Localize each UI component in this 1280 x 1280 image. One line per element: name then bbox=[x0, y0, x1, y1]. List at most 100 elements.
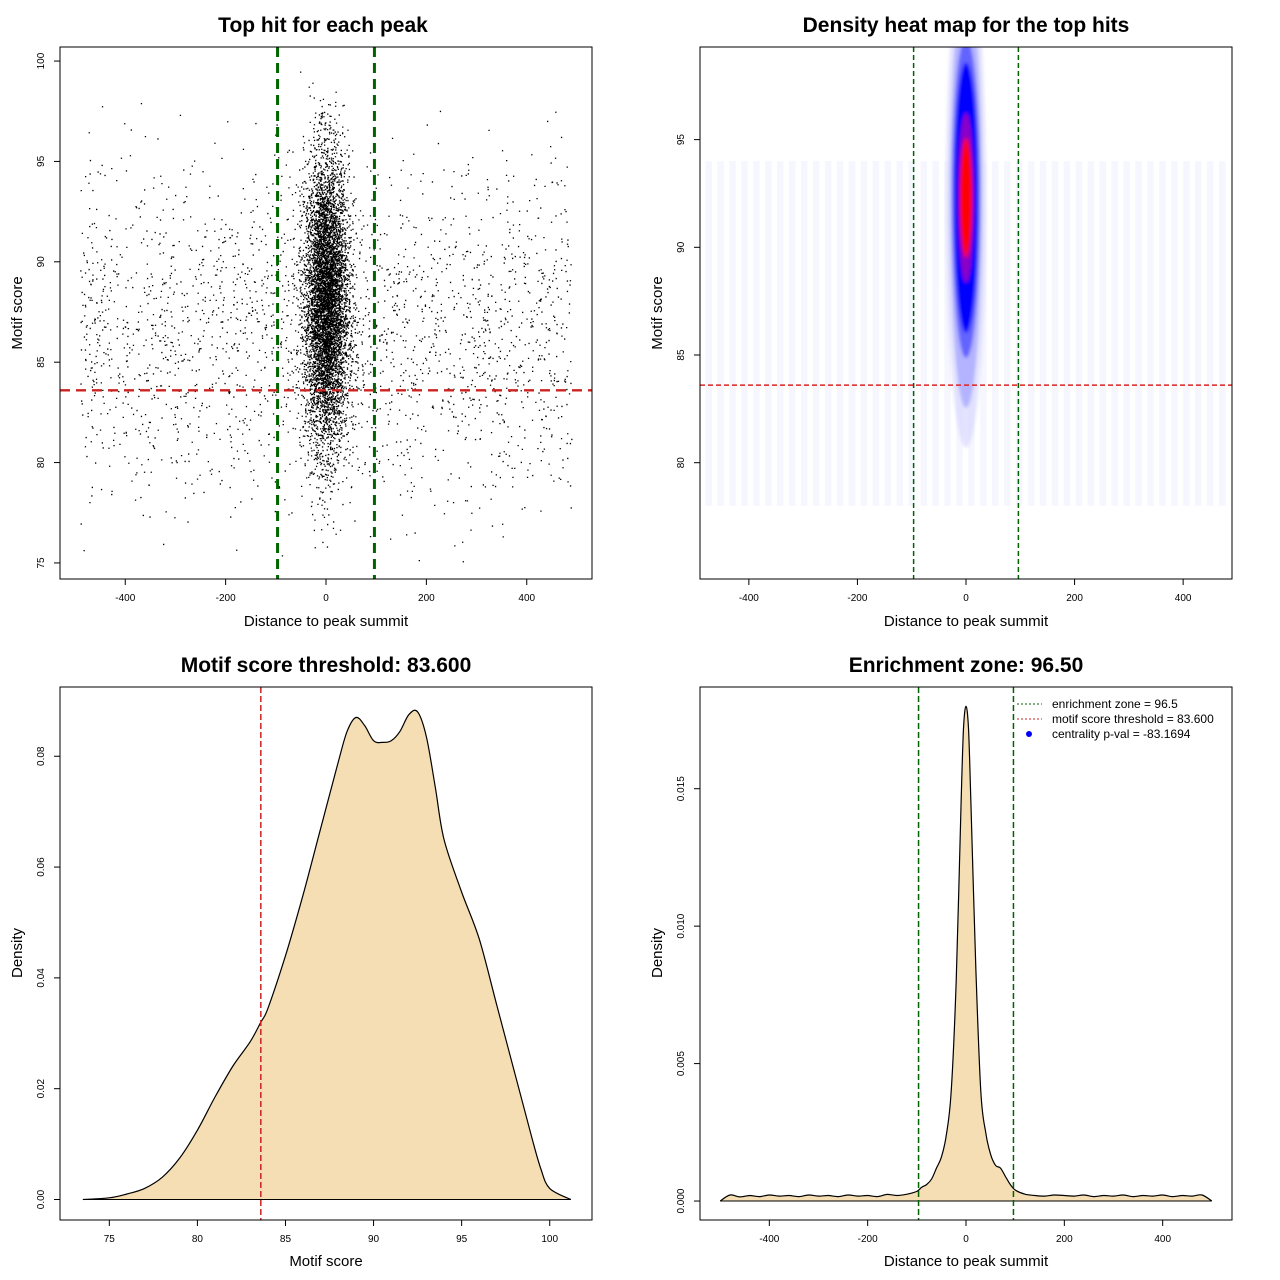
heatmap-reference-lines bbox=[700, 47, 1232, 579]
x-tick-label: 200 bbox=[418, 593, 435, 604]
scatter-axes: -400 -200 0 200 400 75 80 85 90 95 100 bbox=[36, 52, 536, 604]
heatmap-streak bbox=[1087, 161, 1095, 506]
heatmap-density bbox=[700, 47, 1232, 579]
y-tick-label: 0.015 bbox=[676, 776, 687, 801]
x-tick-label: 200 bbox=[1066, 593, 1083, 604]
legend-enrichment-label: enrichment zone = 96.5 bbox=[1052, 697, 1178, 711]
score-density-curve bbox=[82, 687, 572, 1220]
heatmap-streak bbox=[717, 161, 724, 506]
heatmap-streak bbox=[800, 161, 808, 506]
y-tick-label: 90 bbox=[36, 256, 47, 268]
heatmap-streak bbox=[920, 161, 927, 506]
legend-pval-label: centrality p-val = -83.1694 bbox=[1052, 727, 1191, 741]
scatter-plot-frame bbox=[59, 46, 593, 580]
y-tick-label: 0.06 bbox=[36, 857, 47, 877]
heatmap-streak bbox=[812, 161, 820, 506]
y-tick-label: 0.010 bbox=[676, 913, 687, 938]
heatmap-xlabel: Distance to peak summit bbox=[884, 613, 1049, 630]
density-line bbox=[82, 709, 572, 1201]
heatmap-streak bbox=[1207, 161, 1214, 506]
heatmap-streak bbox=[765, 161, 772, 506]
heatmap-streak bbox=[729, 161, 736, 506]
x-tick-label: 90 bbox=[368, 1234, 380, 1245]
heatmap-streak bbox=[1183, 161, 1190, 506]
heatmap-streak bbox=[1195, 161, 1202, 506]
heatmap-streak bbox=[1147, 161, 1154, 506]
heatmap-streak bbox=[1075, 161, 1083, 506]
panel-distance-density: Enrichment zone: 96.50 -400 -200 0 200 400 0.… bbox=[649, 654, 1233, 1270]
y-tick-label: 0.04 bbox=[36, 968, 47, 988]
heatmap-streak bbox=[1099, 161, 1107, 506]
x-tick-label: -200 bbox=[858, 1234, 878, 1245]
heatmap-streak bbox=[824, 161, 832, 506]
heatmap-streak bbox=[1027, 161, 1035, 506]
score-density-ylabel: Density bbox=[9, 927, 26, 978]
x-tick-label: -400 bbox=[115, 593, 135, 604]
heatmap-background-streaks bbox=[705, 161, 1226, 506]
y-tick-label: 80 bbox=[36, 457, 47, 469]
scatter-point-cloud bbox=[80, 71, 573, 563]
heatmap-streak bbox=[932, 161, 939, 506]
x-tick-label: 0 bbox=[963, 593, 969, 604]
scatter-reference-lines bbox=[60, 47, 592, 579]
distance-density-title: Enrichment zone: 96.50 bbox=[849, 654, 1084, 677]
y-tick-label: 95 bbox=[36, 155, 47, 167]
heatmap-streak bbox=[848, 161, 856, 506]
y-tick-label: 85 bbox=[36, 356, 47, 368]
density-area bbox=[82, 710, 571, 1200]
x-tick-label: 200 bbox=[1056, 1234, 1073, 1245]
x-tick-label: -400 bbox=[739, 593, 759, 604]
score-density-axes: 75 80 85 90 95 100 0.00 0.02 0.04 0.06 0.08 bbox=[36, 746, 559, 1245]
heatmap-streak bbox=[1004, 161, 1011, 506]
heatmap-streak bbox=[1159, 161, 1166, 506]
y-tick-label: 100 bbox=[36, 52, 47, 69]
y-tick-label: 0.005 bbox=[676, 1051, 687, 1076]
y-tick-label: 75 bbox=[36, 557, 47, 569]
heatmap-streak bbox=[908, 161, 915, 506]
x-tick-label: 0 bbox=[323, 593, 329, 604]
legend: enrichment zone = 96.5 motif score thres… bbox=[1017, 697, 1214, 741]
x-tick-label: -200 bbox=[847, 593, 867, 604]
density-area bbox=[720, 706, 1212, 1202]
scatter-points bbox=[80, 71, 573, 563]
y-tick-label: 0.00 bbox=[36, 1189, 47, 1209]
y-tick-label: 0.000 bbox=[676, 1188, 687, 1213]
heatmap-streak bbox=[705, 161, 712, 506]
heatmap-streak bbox=[789, 161, 796, 506]
heatmap-streak bbox=[1039, 161, 1047, 506]
y-tick-label: 85 bbox=[676, 349, 687, 361]
x-tick-label: 400 bbox=[518, 593, 535, 604]
distance-density-axes: -400 -200 0 200 400 0.000 0.005 0.010 0.015 bbox=[676, 776, 1171, 1245]
distance-density-ylabel: Density bbox=[649, 927, 666, 978]
x-tick-label: 80 bbox=[192, 1234, 204, 1245]
heatmap-streak bbox=[872, 161, 880, 506]
x-tick-label: 95 bbox=[456, 1234, 468, 1245]
x-tick-label: 75 bbox=[104, 1234, 116, 1245]
x-tick-label: -400 bbox=[759, 1234, 779, 1245]
x-tick-label: 85 bbox=[280, 1234, 292, 1245]
score-density-xlabel: Motif score bbox=[289, 1253, 362, 1270]
x-tick-label: 400 bbox=[1154, 1234, 1171, 1245]
heatmap-streak bbox=[992, 161, 999, 506]
x-tick-label: 0 bbox=[963, 1234, 969, 1245]
heatmap-streak bbox=[1171, 161, 1178, 506]
heatmap-streak bbox=[1218, 161, 1226, 506]
heatmap-streak bbox=[1111, 161, 1118, 506]
x-tick-label: 100 bbox=[541, 1234, 558, 1245]
heatmap-axes: -400 -200 0 200 400 80 85 90 95 bbox=[676, 134, 1192, 604]
density-line bbox=[719, 705, 1213, 1202]
heatmap-streak bbox=[980, 161, 987, 506]
heatmap-streak bbox=[944, 161, 951, 506]
legend-pval-swatch bbox=[1026, 731, 1032, 737]
x-tick-label: -200 bbox=[216, 593, 236, 604]
heatmap-streak bbox=[860, 161, 868, 506]
heatmap-streak bbox=[884, 161, 892, 506]
panel-scatter: Top hit for each peak -400 -200 0 200 400 75 8… bbox=[9, 14, 593, 630]
y-tick-label: 80 bbox=[676, 457, 687, 469]
y-tick-label: 95 bbox=[676, 134, 687, 146]
panel-heatmap: Density heat map for the top hits -400 -2… bbox=[649, 14, 1233, 630]
heatmap-contour bbox=[960, 137, 972, 258]
distance-density-xlabel: Distance to peak summit bbox=[884, 1253, 1049, 1270]
heatmap-streak bbox=[753, 161, 760, 506]
